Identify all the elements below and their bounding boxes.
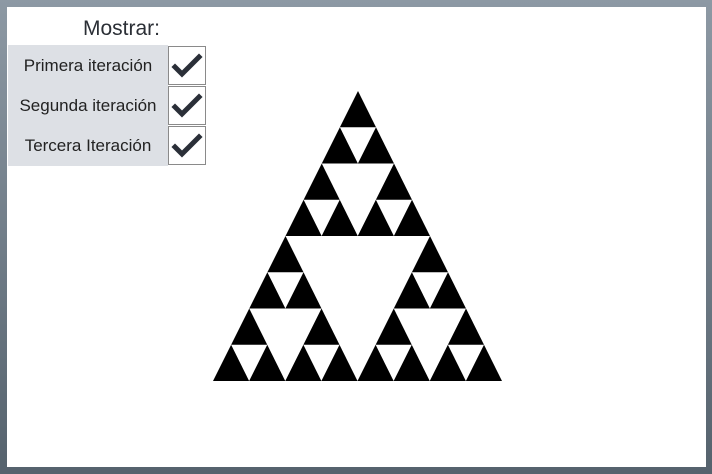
fractal-triangle xyxy=(465,344,502,381)
fractal-triangle xyxy=(285,199,322,236)
checkbox-third-iteration[interactable] xyxy=(168,126,206,165)
fractal-triangle xyxy=(339,91,376,128)
fractal-triangle xyxy=(447,308,484,345)
fractal-triangle xyxy=(285,344,322,381)
fractal-triangle xyxy=(393,344,430,381)
fractal-triangle xyxy=(375,163,412,200)
fractal-triangle xyxy=(321,199,358,236)
options-panel xyxy=(8,45,168,166)
fractal-triangle xyxy=(285,272,322,309)
fractal-triangle xyxy=(213,344,250,381)
option-label-second-iteration: Segunda iteración xyxy=(19,96,157,115)
option-row-first-iteration: Primera iteración xyxy=(8,46,208,86)
fractal-triangle xyxy=(321,344,358,381)
fractal-triangle xyxy=(393,272,430,309)
checkbox-second-iteration[interactable] xyxy=(168,86,206,125)
fractal-triangle xyxy=(357,127,394,164)
fractal-triangle xyxy=(357,344,394,381)
checkbox-first-iteration[interactable] xyxy=(168,46,206,85)
fractal-triangle xyxy=(411,236,448,273)
fractal-triangle xyxy=(375,308,412,345)
check-icon xyxy=(171,53,203,78)
fractal-triangle xyxy=(321,127,358,164)
fractal-triangle xyxy=(357,199,394,236)
show-title: Mostrar: xyxy=(83,17,161,40)
check-icon xyxy=(171,133,203,158)
fractal-triangle xyxy=(303,163,340,200)
check-icon xyxy=(171,93,203,118)
option-label-third-iteration: Tercera Iteración xyxy=(24,136,152,155)
fractal-triangle xyxy=(429,272,466,309)
fractal-triangle xyxy=(231,308,268,345)
fractal-triangle xyxy=(267,236,304,273)
option-row-second-iteration: Segunda iteración xyxy=(8,86,208,126)
option-label-first-iteration: Primera iteración xyxy=(23,56,153,75)
fractal-triangle xyxy=(249,272,286,309)
sierpinski-triangles-group xyxy=(213,91,502,381)
fractal-triangle xyxy=(393,199,430,236)
fractal-triangle xyxy=(429,344,466,381)
option-row-third-iteration: Tercera Iteración xyxy=(8,126,208,166)
fractal-triangle xyxy=(303,308,340,345)
fractal-triangle xyxy=(249,344,286,381)
